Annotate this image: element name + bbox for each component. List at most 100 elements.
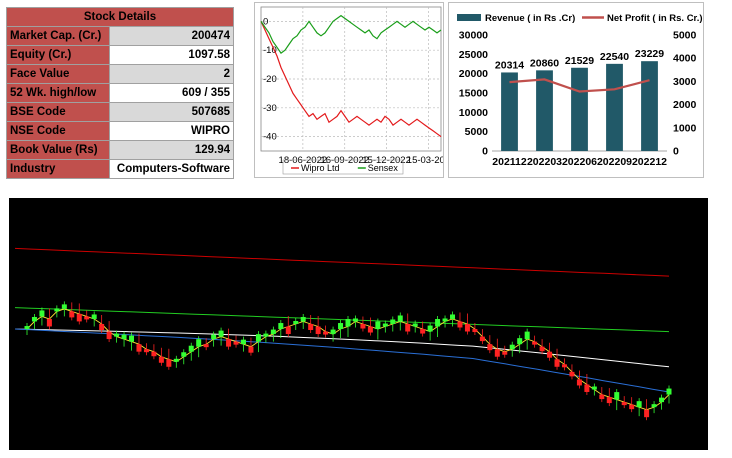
candle-body bbox=[143, 349, 149, 353]
stock-row: Industry Computers-Software bbox=[6, 159, 234, 179]
stock-row-value: 1097.58 bbox=[109, 45, 234, 65]
candle-body bbox=[517, 338, 523, 345]
y-tick-label: -20 bbox=[263, 74, 277, 85]
y2-tick-label: 4000 bbox=[673, 53, 697, 65]
net-profit-line bbox=[509, 78, 650, 93]
y-tick-label: 5000 bbox=[465, 126, 489, 138]
candle-body bbox=[352, 318, 358, 322]
stock-row: Face Value 2 bbox=[6, 64, 234, 84]
legend-box bbox=[282, 159, 404, 175]
x-tick-label: 202203 bbox=[527, 156, 562, 168]
x-tick-label: 202206 bbox=[562, 156, 597, 168]
legend-label: Net Profit ( in Rs. Cr.) bbox=[607, 13, 703, 24]
revenue-bar bbox=[606, 63, 623, 151]
candle-body bbox=[211, 334, 217, 340]
revenue-data-label: 21529 bbox=[565, 55, 594, 67]
moving-average-line bbox=[14, 328, 670, 368]
candle-body bbox=[270, 329, 276, 335]
stock-row: 52 Wk. high/low 609 / 355 bbox=[6, 83, 234, 103]
candle-body bbox=[278, 323, 284, 330]
candle-body bbox=[420, 329, 426, 334]
stock-row-value: 129.94 bbox=[109, 140, 234, 160]
y2-tick-label: 0 bbox=[673, 146, 679, 158]
stock-row-label: NSE Code bbox=[6, 121, 110, 141]
legend-label: Revenue ( in Rs .Cr) bbox=[485, 13, 575, 24]
candle-body bbox=[360, 324, 366, 329]
series-line bbox=[260, 21, 442, 138]
candle-body bbox=[136, 344, 142, 352]
y-tick-label: 30000 bbox=[459, 30, 488, 42]
legend-label: Wipro Ltd bbox=[301, 163, 340, 173]
candle-body bbox=[547, 351, 553, 358]
x-tick-label: 202209 bbox=[597, 156, 632, 168]
stock-row-value: 200474 bbox=[109, 26, 234, 46]
candle-body bbox=[255, 334, 261, 342]
candle-body bbox=[151, 351, 157, 357]
stock-row-label: Equity (Cr.) bbox=[6, 45, 110, 65]
candle-body bbox=[31, 316, 37, 322]
candle-body bbox=[412, 323, 418, 327]
chart-background bbox=[9, 198, 708, 450]
candle-body bbox=[375, 321, 381, 330]
stock-row-label: 52 Wk. high/low bbox=[6, 83, 110, 103]
candle-body bbox=[121, 334, 127, 340]
y2-tick-label: 3000 bbox=[673, 76, 697, 88]
moving-average-line bbox=[14, 247, 670, 277]
stock-row-value: 2 bbox=[109, 64, 234, 84]
stock-row-label: Book Value (Rs) bbox=[6, 140, 110, 160]
x-tick-label: 15-12-2022 bbox=[362, 155, 411, 166]
x-tick-label: 15-03-202 bbox=[407, 155, 443, 166]
candle-body bbox=[114, 333, 120, 337]
candle-body bbox=[621, 402, 627, 406]
candle-body bbox=[666, 388, 672, 395]
candle-body bbox=[494, 349, 500, 357]
y-tick-label: 0 bbox=[263, 16, 268, 27]
y2-tick-label: 2000 bbox=[673, 99, 697, 111]
candle-body bbox=[591, 386, 597, 390]
candle-body bbox=[532, 341, 538, 345]
candle-body bbox=[382, 323, 388, 327]
revenue-data-label: 20860 bbox=[530, 57, 559, 69]
stock-row-value: Computers-Software bbox=[109, 159, 234, 179]
candle-body bbox=[644, 409, 650, 418]
stock-row: Market Cap. (Cr.) 200474 bbox=[6, 26, 234, 46]
candle-body bbox=[248, 346, 254, 353]
x-tick-label: 202212 bbox=[632, 156, 667, 168]
candle-body bbox=[651, 404, 657, 408]
revenue-data-label: 22540 bbox=[600, 51, 629, 63]
candle-body bbox=[606, 397, 612, 404]
stock-row: NSE Code WIPRO bbox=[6, 121, 234, 141]
candle-body bbox=[450, 314, 456, 319]
legend-swatch bbox=[457, 14, 481, 21]
candle-body bbox=[457, 321, 463, 328]
candle-body bbox=[435, 319, 441, 327]
revenue-data-label: 20314 bbox=[495, 59, 524, 71]
candle-body bbox=[300, 316, 306, 322]
candle-body bbox=[524, 331, 530, 340]
candle-body bbox=[659, 397, 665, 403]
y2-tick-label: 5000 bbox=[673, 30, 697, 42]
y-tick-label: -10 bbox=[263, 45, 277, 56]
candle-body bbox=[263, 333, 269, 337]
candle-body bbox=[203, 344, 209, 348]
stock-row: Book Value (Rs) 129.94 bbox=[6, 140, 234, 160]
candle-body bbox=[569, 371, 575, 377]
candle-body bbox=[173, 358, 179, 362]
x-tick-label: 16-09-2022 bbox=[320, 155, 369, 166]
candle-body bbox=[330, 329, 336, 335]
candle-body bbox=[338, 323, 344, 330]
candle-body bbox=[614, 392, 620, 400]
candle-body bbox=[181, 352, 187, 357]
candle-body bbox=[46, 318, 52, 327]
candle-body bbox=[315, 326, 321, 335]
x-tick-label: 202112 bbox=[492, 156, 527, 168]
candle-body bbox=[345, 319, 351, 327]
revenue-bar bbox=[536, 70, 553, 151]
candle-body bbox=[539, 346, 545, 352]
candle-body bbox=[390, 319, 396, 324]
stock-row: BSE Code 507685 bbox=[6, 102, 234, 122]
candle-body bbox=[487, 344, 493, 351]
stock-row-value: 609 / 355 bbox=[109, 83, 234, 103]
y2-tick-label: 1000 bbox=[673, 122, 697, 134]
candle-body bbox=[24, 326, 30, 330]
